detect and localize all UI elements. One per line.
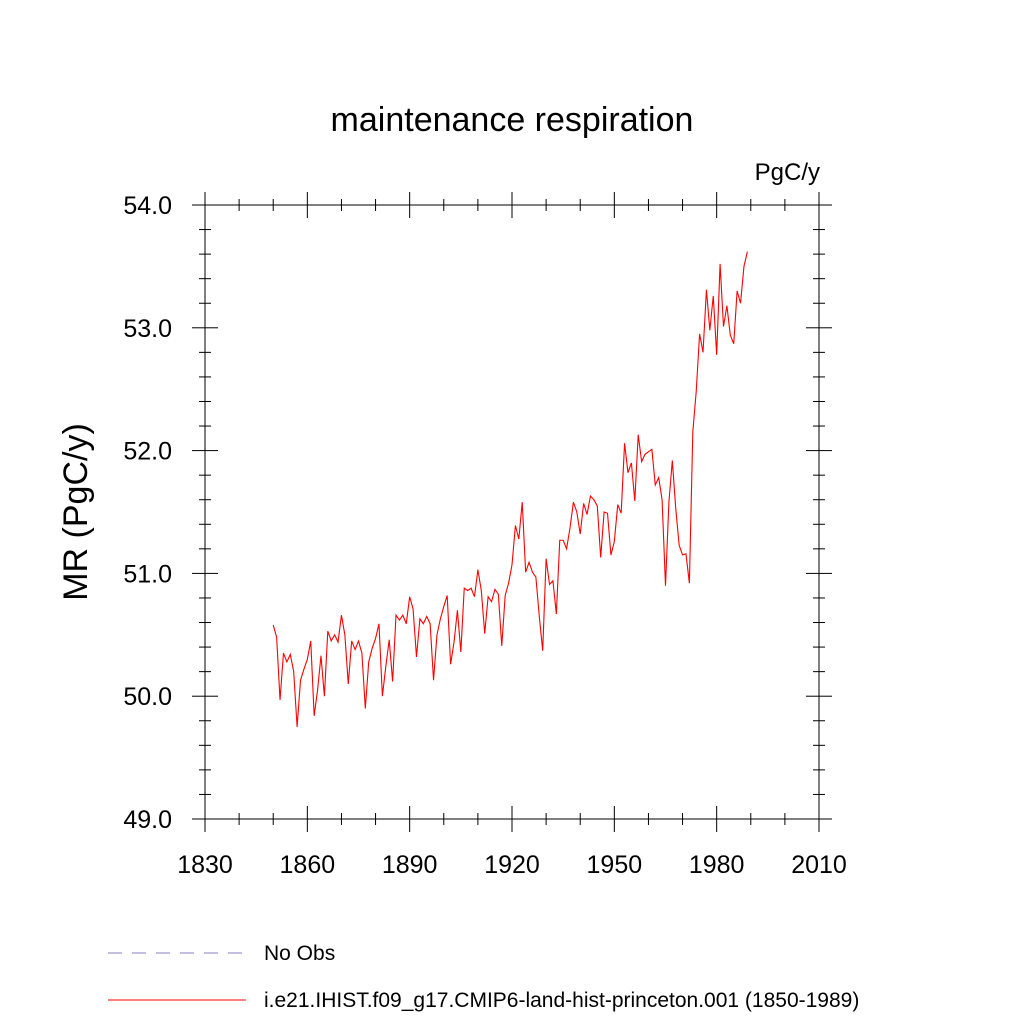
x-tick-label: 1950 (587, 851, 643, 879)
x-tick-label: 1980 (689, 851, 745, 879)
x-tick-label: 2010 (791, 851, 847, 879)
axis-ticks (192, 192, 832, 832)
x-tick-label: 1860 (280, 851, 336, 879)
x-tick-label: 1830 (177, 851, 233, 879)
units-label: PgC/y (755, 159, 820, 186)
y-tick-label: 50.0 (123, 683, 172, 711)
axis-tick-labels: 1830 1860 1890 1920 1950 1980 2010 49.0 50.0 51.0… (123, 192, 846, 879)
y-tick-label: 52.0 (123, 438, 172, 466)
chart-title: maintenance respiration (331, 101, 694, 139)
y-tick-label: 49.0 (123, 806, 172, 834)
series-layer (272, 251, 748, 727)
y-axis-label: MR (PgC/y) (57, 423, 95, 601)
legend: No Obs i.e21.IHIST.f09_g17.CMIP6-land-his… (108, 942, 859, 1012)
legend-label: No Obs (264, 942, 335, 965)
x-tick-label: 1920 (484, 851, 540, 879)
legend-label: i.e21.IHIST.f09_g17.CMIP6-land-hist-prin… (264, 989, 859, 1012)
y-tick-label: 54.0 (123, 192, 172, 220)
y-tick-label: 51.0 (123, 560, 172, 588)
x-tick-label: 1890 (382, 851, 438, 879)
y-tick-label: 53.0 (123, 315, 172, 343)
series-line (272, 251, 748, 727)
